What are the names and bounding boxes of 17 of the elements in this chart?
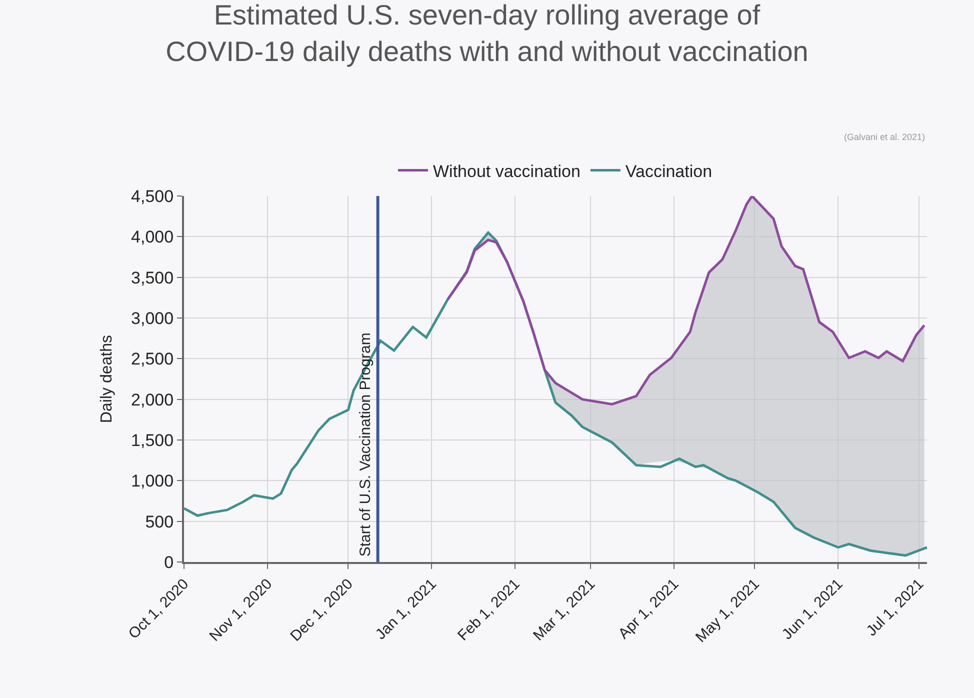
line-series	[446, 196, 926, 406]
legend-label: Without vaccination	[433, 162, 580, 181]
text: (Galvani et al. 2021)	[844, 132, 926, 142]
y-tick-label: 3,000	[131, 308, 174, 328]
y-tick-label: 0	[164, 552, 174, 572]
y-tick-label: 4,000	[131, 228, 174, 247]
ref-line-label: Start of U.S. Vaccination Program	[356, 332, 374, 557]
y-tick-label: 500	[145, 512, 174, 532]
y-axis-title: Daily deaths	[98, 334, 116, 424]
y-tick-label: 4,500	[131, 186, 174, 206]
y-tick-label: 2,500	[131, 350, 174, 369]
y-tick-label: 2,000	[131, 390, 174, 410]
y-tick-label: 1,500	[131, 430, 174, 450]
chart-title: Estimated U.S. seven-day rolling average of COVID-19 daily deaths with and without vaccination	[166, 0, 808, 67]
y-tick-label: 1,000	[131, 472, 174, 491]
y-tick-label: 3,500	[131, 268, 174, 288]
legend-label: Vaccination	[625, 162, 712, 181]
